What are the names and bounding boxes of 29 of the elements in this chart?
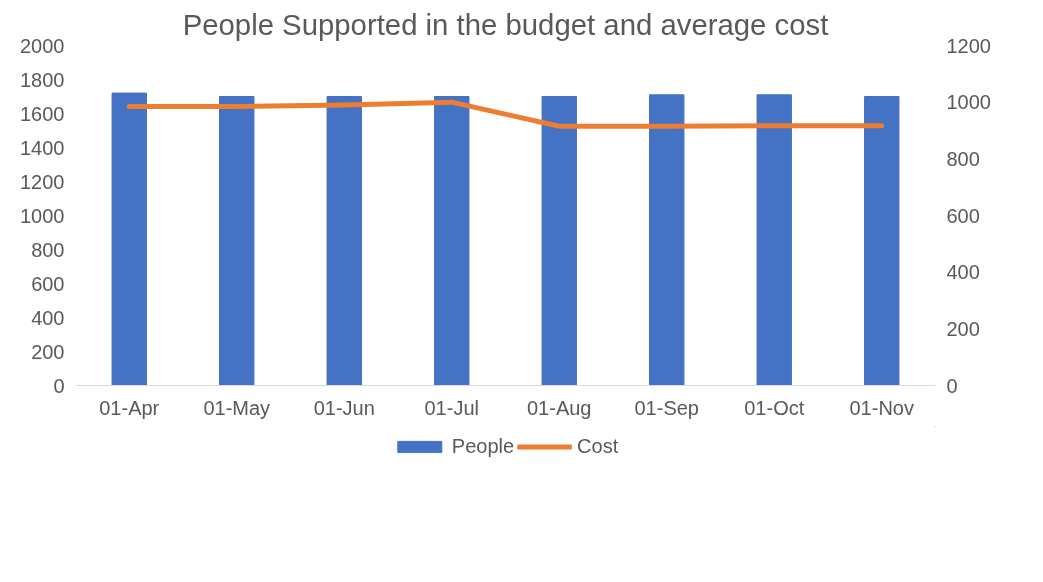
y-tick-label: 400 (31, 306, 65, 329)
y-tick-label: 1000 (20, 204, 65, 227)
y2-tick-label: 400 (946, 261, 980, 284)
x-tick-label: 01-May (203, 396, 271, 419)
y-tick-label: 0 (53, 374, 65, 397)
legend-label: Cost (577, 434, 619, 458)
y2-tick-label: 600 (946, 204, 980, 227)
y-tick-label: 2000 (20, 34, 65, 57)
y-tick-label: 1200 (20, 170, 65, 193)
x-tick-label: 01-Nov (849, 396, 914, 419)
x-tick-label: 01-Jul (424, 396, 479, 419)
y-tick-label: 1400 (20, 136, 65, 159)
x-tick-label: 01-Jun (313, 396, 375, 419)
y2-tick-label: 1000 (946, 91, 991, 114)
y2-tick-label: 0 (946, 374, 958, 397)
x-tick-label: 01-Apr (99, 396, 160, 419)
chart-title: People Supported in the budget and average cost (182, 7, 829, 41)
y-tick-label: 1600 (20, 102, 65, 125)
y-tick-label: 800 (31, 238, 65, 261)
x-tick-label: 01-Sep (634, 396, 699, 419)
y2-tick-label: 800 (946, 147, 980, 170)
y-tick-label: 600 (31, 272, 65, 295)
x-tick-label: 01-Oct (744, 396, 805, 419)
y2-tick-label: 1200 (946, 34, 991, 57)
y2-tick-label: 200 (946, 317, 980, 340)
x-tick-label: 01-Aug (527, 396, 592, 419)
y-tick-label: 200 (31, 340, 65, 363)
legend-label: People (451, 434, 515, 458)
y-tick-label: 1800 (20, 68, 65, 91)
